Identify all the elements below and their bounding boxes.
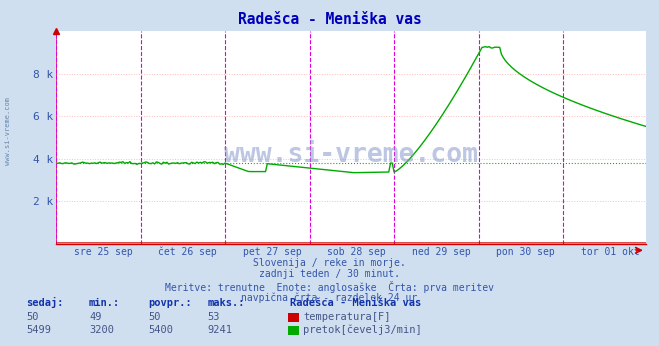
Text: www.si-vreme.com: www.si-vreme.com — [5, 98, 11, 165]
Text: 50: 50 — [26, 312, 39, 322]
Text: Radešca - Meniška vas: Radešca - Meniška vas — [238, 12, 421, 27]
Text: 49: 49 — [89, 312, 101, 322]
Text: zadnji teden / 30 minut.: zadnji teden / 30 minut. — [259, 269, 400, 279]
Text: 3200: 3200 — [89, 325, 114, 335]
Text: min.:: min.: — [89, 298, 120, 308]
Text: sedaj:: sedaj: — [26, 297, 64, 308]
Text: 53: 53 — [208, 312, 220, 322]
Text: temperatura[F]: temperatura[F] — [303, 312, 391, 322]
Text: pretok[čevelj3/min]: pretok[čevelj3/min] — [303, 324, 422, 335]
Text: Slovenija / reke in morje.: Slovenija / reke in morje. — [253, 258, 406, 268]
Text: povpr.:: povpr.: — [148, 298, 192, 308]
Text: www.si-vreme.com: www.si-vreme.com — [224, 142, 478, 167]
Text: 5499: 5499 — [26, 325, 51, 335]
Text: Meritve: trenutne  Enote: anglosaške  Črta: prva meritev: Meritve: trenutne Enote: anglosaške Črta… — [165, 281, 494, 293]
Text: 9241: 9241 — [208, 325, 233, 335]
Text: Radešca - Meniška vas: Radešca - Meniška vas — [290, 298, 421, 308]
Text: maks.:: maks.: — [208, 298, 245, 308]
Text: 5400: 5400 — [148, 325, 173, 335]
Text: 50: 50 — [148, 312, 161, 322]
Text: navpična črta - razdelek 24 ur: navpična črta - razdelek 24 ur — [241, 292, 418, 302]
